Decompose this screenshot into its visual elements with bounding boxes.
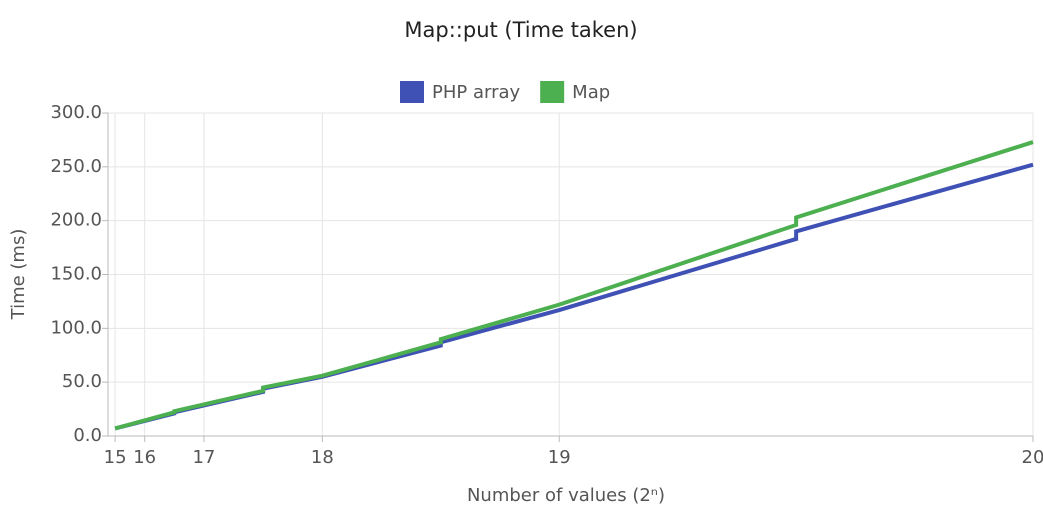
x-tick-label: 16 [133, 447, 156, 468]
y-tick-label: 0.0 [73, 425, 102, 446]
legend-swatch [540, 81, 565, 103]
x-tick-label: 18 [311, 447, 334, 468]
y-tick-label: 100.0 [50, 317, 102, 338]
series-line [114, 162, 1034, 431]
y-tick-label: 200.0 [50, 210, 102, 231]
legend-label: PHP array [432, 82, 521, 103]
y-tick-label: 150.0 [50, 264, 102, 285]
legend-label: Map [572, 82, 610, 103]
x-tick-label: 20 [1022, 447, 1043, 468]
y-tick-label: 50.0 [62, 371, 102, 392]
legend-swatch [400, 81, 424, 103]
x-tick-label: 19 [548, 447, 571, 468]
x-tick-label: 15 [104, 447, 127, 468]
chart-title: Map::put (Time taken) [404, 18, 637, 42]
x-tick-label: 17 [192, 447, 215, 468]
series-line [114, 140, 1034, 431]
y-tick-label: 300.0 [50, 102, 102, 123]
x-axis-label: Number of values (2ⁿ) [467, 485, 665, 506]
y-axis-label: Time (ms) [8, 229, 29, 321]
y-tick-label: 250.0 [50, 156, 102, 177]
